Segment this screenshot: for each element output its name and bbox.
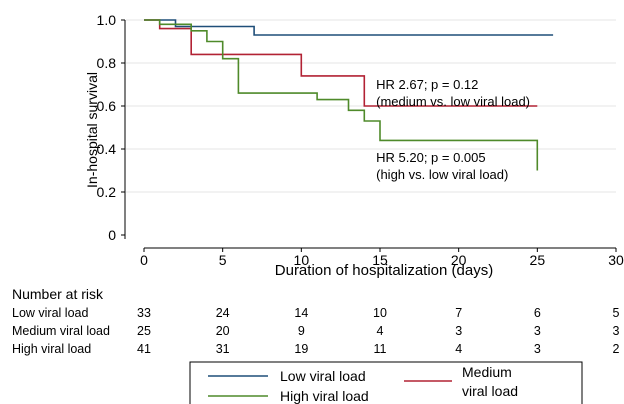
- risk-value: 31: [216, 342, 230, 356]
- series-low-viral-load-line: [144, 19, 554, 36]
- x-ticks: 0 5 10 15 20 25 30: [140, 248, 624, 268]
- y-tick-label: 0.8: [97, 55, 117, 71]
- y-ticks: 0 0.2 0.4 0.6 0.8 1.0: [97, 12, 125, 243]
- risk-row-label: High viral load: [12, 342, 91, 356]
- x-tick-label: 10: [294, 252, 310, 268]
- x-tick-label: 20: [451, 252, 467, 268]
- risk-value: 3: [613, 324, 620, 338]
- risk-value: 4: [455, 342, 462, 356]
- y-axis-title: In-hospital survival: [84, 72, 100, 188]
- y-tick-label: 0.4: [97, 141, 117, 157]
- legend-label: Low viral load: [280, 368, 366, 384]
- legend-label: viral load: [462, 383, 518, 399]
- risk-value: 9: [298, 324, 305, 338]
- y-tick-label: 0.6: [97, 98, 117, 114]
- series-lines: [144, 19, 554, 171]
- risk-value: 7: [455, 306, 462, 320]
- legend-label: Medium: [462, 364, 512, 380]
- risk-value: 6: [534, 306, 541, 320]
- risk-table-title: Number at risk: [12, 286, 104, 302]
- annotations: HR 2.67; p = 0.12 (medium vs. low viral l…: [376, 77, 530, 182]
- x-tick-label: 15: [372, 252, 388, 268]
- annotation-text: HR 5.20; p = 0.005: [376, 150, 486, 165]
- risk-value: 4: [377, 324, 384, 338]
- risk-value: 10: [373, 306, 387, 320]
- risk-value: 33: [137, 306, 151, 320]
- y-tick-label: 0.2: [97, 184, 117, 200]
- x-tick-label: 30: [608, 252, 624, 268]
- x-tick-label: 5: [219, 252, 227, 268]
- annotation-text: (high vs. low viral load): [376, 167, 508, 182]
- risk-value: 3: [534, 324, 541, 338]
- risk-value: 20: [216, 324, 230, 338]
- risk-value: 3: [534, 342, 541, 356]
- x-tick-label: 0: [140, 252, 148, 268]
- risk-value: 14: [294, 306, 308, 320]
- risk-value: 3: [455, 324, 462, 338]
- risk-value: 5: [613, 306, 620, 320]
- risk-value: 11: [374, 342, 387, 356]
- series-high-viral-load-line: [144, 19, 539, 171]
- y-tick-label: 0: [108, 227, 116, 243]
- y-tick-label: 1.0: [97, 12, 117, 28]
- risk-value: 2: [613, 342, 620, 356]
- risk-value: 19: [294, 342, 308, 356]
- risk-value: 24: [216, 306, 230, 320]
- legend-box: [189, 361, 583, 404]
- risk-value: 25: [137, 324, 151, 338]
- legend: Low viral load High viral load Medium viral…: [189, 361, 583, 404]
- annotation-text: (medium vs. low viral load): [376, 94, 530, 109]
- risk-row-label: Low viral load: [12, 306, 88, 320]
- plot-area: 0 0.2 0.4 0.6 0.8 1.0 0 5 10 15 20 25 30 HR 2.67; p…: [97, 12, 624, 268]
- risk-value: 41: [137, 342, 151, 356]
- risk-table: Number at risk Low viral load 33 24 14 10 7 6 5…: [12, 286, 620, 356]
- x-tick-label: 25: [530, 252, 546, 268]
- x-axis-title: Duration of hospitalization (days): [275, 262, 493, 279]
- annotation-text: HR 2.67; p = 0.12: [376, 77, 478, 92]
- legend-label: High viral load: [280, 388, 369, 404]
- risk-row-label: Medium viral load: [12, 324, 110, 338]
